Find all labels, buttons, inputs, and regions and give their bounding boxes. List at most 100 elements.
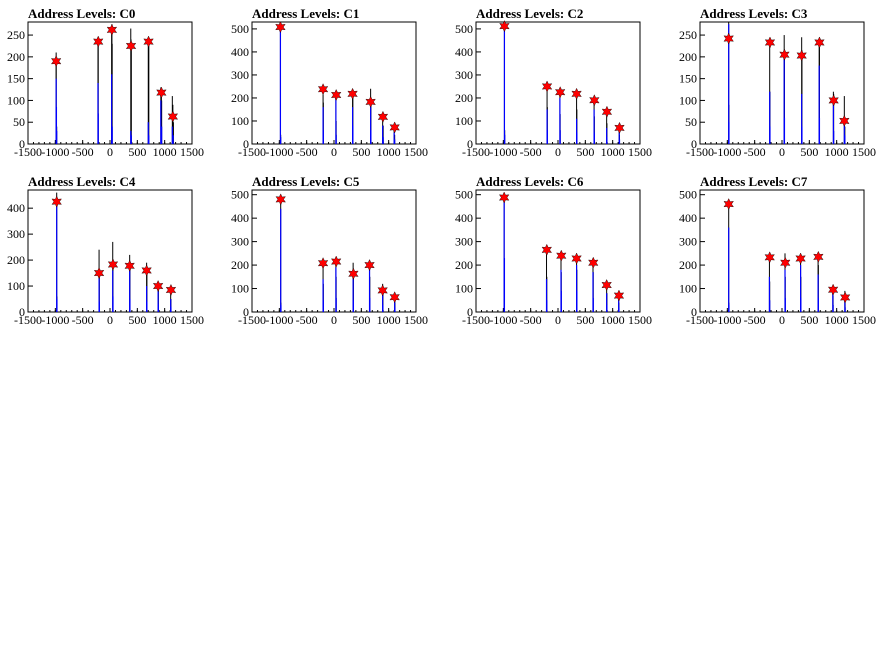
- peak-marker: [331, 88, 342, 101]
- y-tick-label: 100: [679, 93, 697, 107]
- y-tick-label: 400: [231, 45, 249, 59]
- y-tick-label: 200: [7, 253, 25, 267]
- x-tick-label: 0: [107, 313, 113, 327]
- y-tick-label: 50: [13, 115, 25, 129]
- y-tick-label: 100: [679, 282, 697, 296]
- x-tick-label: 0: [779, 145, 785, 159]
- y-tick-label: 0: [467, 305, 473, 319]
- chart-title: Address Levels: C5: [252, 174, 360, 189]
- y-tick-label: 400: [455, 45, 473, 59]
- y-tick-label: 500: [231, 188, 249, 202]
- x-tick-label: 1000: [601, 313, 625, 327]
- y-tick-label: 500: [231, 22, 249, 36]
- peak-marker: [364, 259, 375, 272]
- chart-panel-1: Address Levels: C1-1500 -1000 -500 0 500 1000…: [231, 6, 428, 159]
- chart-panel-5: Address Levels: C5-1500 -1000 -500 0 500 1000…: [231, 174, 428, 327]
- x-tick-label: -1000: [489, 145, 517, 159]
- peak-marker: [813, 250, 824, 263]
- peak-marker: [93, 35, 104, 48]
- plot-frame: [251, 189, 417, 313]
- peak-marker: [152, 280, 164, 293]
- x-tick-label: 1000: [153, 313, 177, 327]
- plot-frame: [27, 21, 193, 145]
- peak-marker: [589, 94, 600, 107]
- peak-marker: [317, 257, 329, 270]
- y-tick-label: 200: [455, 91, 473, 105]
- chart-title: Address Levels: C2: [476, 6, 583, 21]
- y-tick-label: 200: [679, 50, 697, 64]
- peak-marker: [779, 48, 790, 61]
- y-tick-label: 100: [455, 282, 473, 296]
- y-tick-label: 0: [19, 137, 25, 151]
- x-tick-label: -1500: [238, 313, 266, 327]
- x-tick-label: -1000: [41, 145, 69, 159]
- peak-marker: [541, 80, 553, 93]
- x-tick-label: 1000: [153, 145, 177, 159]
- y-tick-label: 250: [7, 28, 25, 42]
- peak-marker: [839, 291, 851, 304]
- x-tick-label: 500: [800, 145, 818, 159]
- chart-title: Address Levels: C3: [700, 6, 808, 21]
- x-tick-label: 500: [128, 313, 146, 327]
- x-tick-label: -1000: [41, 313, 69, 327]
- y-tick-label: 400: [231, 211, 249, 225]
- peak-marker: [571, 252, 582, 265]
- y-tick-label: 500: [679, 188, 697, 202]
- peak-marker: [167, 110, 179, 123]
- x-tick-label: 500: [352, 313, 370, 327]
- y-tick-label: 300: [455, 68, 473, 82]
- peak-marker: [828, 94, 839, 107]
- y-tick-label: 100: [231, 114, 249, 128]
- plot-frame: [699, 189, 865, 313]
- x-tick-label: -1500: [686, 313, 714, 327]
- x-tick-label: 1500: [852, 145, 876, 159]
- y-tick-label: 300: [7, 227, 25, 241]
- peak-marker: [125, 39, 137, 52]
- x-tick-label: -500: [296, 145, 318, 159]
- chart-title: Address Levels: C6: [476, 174, 584, 189]
- y-tick-label: 150: [679, 72, 697, 86]
- peak-marker: [827, 283, 839, 296]
- x-tick-label: -500: [520, 313, 542, 327]
- x-tick-label: -1000: [489, 313, 517, 327]
- y-tick-label: 200: [231, 258, 249, 272]
- peak-marker: [275, 21, 286, 34]
- y-tick-label: 0: [691, 137, 697, 151]
- y-tick-label: 0: [243, 305, 249, 319]
- y-tick-label: 300: [231, 235, 249, 249]
- x-tick-label: 500: [800, 313, 818, 327]
- x-tick-label: -1000: [265, 145, 293, 159]
- chart-panel-0: Address Levels: C0-1500 -1000 -500 0 500 1000…: [7, 6, 204, 159]
- y-tick-label: 500: [455, 188, 473, 202]
- peak-marker: [541, 243, 552, 256]
- peak-marker: [51, 195, 62, 208]
- x-tick-label: 1500: [404, 145, 428, 159]
- peak-marker: [141, 264, 152, 277]
- x-tick-label: -1500: [238, 145, 266, 159]
- peak-marker: [764, 36, 776, 49]
- peak-marker: [839, 114, 850, 127]
- peak-marker: [275, 193, 286, 206]
- x-tick-label: -1500: [686, 145, 714, 159]
- peak-marker: [614, 121, 625, 134]
- peak-marker: [156, 86, 167, 99]
- x-tick-label: 500: [128, 145, 146, 159]
- peak-marker: [165, 283, 177, 296]
- x-tick-label: 1000: [825, 145, 849, 159]
- peak-marker: [124, 259, 135, 272]
- peak-marker: [389, 291, 400, 304]
- peak-marker: [601, 105, 613, 118]
- y-tick-label: 400: [679, 211, 697, 225]
- peak-marker: [723, 32, 734, 45]
- x-tick-label: 1000: [825, 313, 849, 327]
- peak-marker: [555, 86, 566, 99]
- x-tick-label: 0: [555, 145, 561, 159]
- peak-marker: [348, 267, 359, 280]
- peak-marker: [143, 35, 154, 48]
- peak-marker: [365, 95, 376, 108]
- y-tick-label: 0: [19, 305, 25, 319]
- chart-panel-3: Address Levels: C3-1500 -1000 -500 0 500 1000…: [679, 6, 876, 159]
- x-tick-label: 1500: [628, 313, 652, 327]
- x-tick-label: 500: [352, 145, 370, 159]
